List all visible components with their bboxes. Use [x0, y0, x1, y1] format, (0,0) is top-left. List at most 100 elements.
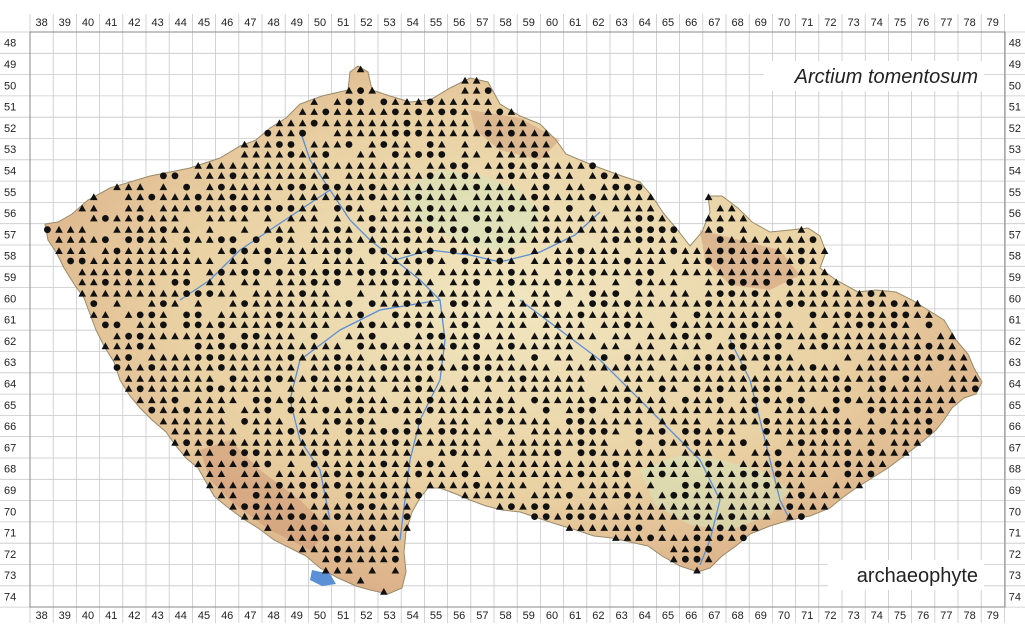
- triangle-marker: [438, 311, 446, 318]
- triangle-marker: [774, 299, 782, 307]
- circle-marker: [194, 205, 202, 212]
- triangle-marker: [356, 555, 365, 563]
- circle-marker: [438, 151, 446, 158]
- circle-marker: [693, 555, 701, 563]
- triangle-marker: [240, 150, 249, 158]
- triangle-marker: [287, 460, 295, 467]
- triangle-marker: [322, 140, 330, 148]
- circle-marker: [589, 268, 596, 276]
- triangle-marker: [461, 417, 469, 425]
- triangle-marker: [287, 438, 295, 446]
- circle-marker: [450, 162, 457, 170]
- triangle-marker: [507, 470, 516, 477]
- triangle-marker: [519, 363, 527, 371]
- triangle-marker: [275, 119, 284, 127]
- triangle-marker: [472, 427, 481, 435]
- circle-marker: [566, 513, 573, 520]
- triangle-marker: [588, 438, 597, 446]
- triangle-marker: [496, 247, 504, 254]
- triangle-marker: [612, 311, 620, 318]
- triangle-marker: [449, 289, 458, 297]
- triangle-marker: [403, 183, 411, 191]
- column-label-top: 73: [847, 17, 859, 29]
- triangle-marker: [728, 375, 736, 382]
- triangle-marker: [438, 162, 446, 169]
- triangle-marker: [507, 332, 516, 340]
- triangle-marker: [322, 225, 330, 233]
- column-label-top: 44: [175, 17, 187, 29]
- triangle-marker: [588, 311, 597, 318]
- triangle-marker: [287, 342, 295, 350]
- triangle-marker: [797, 406, 806, 414]
- triangle-marker: [391, 512, 400, 520]
- circle-marker: [368, 226, 376, 234]
- circle-marker: [125, 236, 132, 244]
- circle-marker: [334, 278, 341, 286]
- triangle-marker: [461, 235, 469, 243]
- triangle-marker: [878, 460, 887, 467]
- triangle-marker: [345, 555, 353, 563]
- triangle-marker: [55, 235, 63, 243]
- triangle-marker: [797, 268, 806, 276]
- triangle-marker: [148, 396, 156, 404]
- circle-marker: [287, 428, 295, 435]
- triangle-marker: [751, 524, 759, 531]
- circle-marker: [774, 449, 782, 457]
- triangle-marker: [542, 470, 550, 477]
- triangle-marker: [646, 448, 655, 456]
- triangle-marker: [101, 342, 110, 350]
- triangle-marker: [472, 268, 481, 276]
- triangle-marker: [635, 268, 643, 276]
- triangle-marker: [623, 417, 632, 425]
- triangle-marker: [287, 289, 295, 297]
- circle-marker: [496, 257, 504, 265]
- triangle-marker: [310, 225, 318, 233]
- triangle-marker: [298, 150, 307, 158]
- occurrence-markers: [44, 65, 980, 595]
- circle-marker: [473, 215, 480, 222]
- circle-marker: [508, 247, 515, 255]
- triangle-marker: [240, 406, 249, 414]
- triangle-marker: [542, 193, 550, 201]
- circle-marker: [299, 268, 306, 276]
- triangle-marker: [345, 332, 353, 340]
- triangle-marker: [391, 375, 400, 382]
- triangle-marker: [403, 481, 411, 489]
- circle-marker: [322, 268, 330, 276]
- triangle-marker: [275, 417, 284, 425]
- triangle-marker: [461, 289, 469, 297]
- triangle-marker: [194, 460, 202, 467]
- triangle-marker: [496, 311, 504, 318]
- circle-marker: [357, 98, 364, 106]
- triangle-marker: [936, 385, 945, 392]
- triangle-marker: [310, 385, 318, 392]
- triangle-marker: [948, 385, 956, 392]
- triangle-marker: [322, 460, 330, 467]
- triangle-marker: [762, 311, 771, 318]
- row-label-left: 62: [4, 336, 16, 348]
- triangle-marker: [878, 353, 887, 361]
- triangle-marker: [681, 534, 690, 541]
- triangle-marker: [646, 204, 655, 212]
- triangle-marker: [484, 140, 492, 148]
- triangle-marker: [461, 448, 469, 456]
- triangle-marker: [519, 406, 527, 414]
- column-label-bottom: 44: [175, 610, 187, 622]
- circle-marker: [218, 354, 225, 361]
- triangle-marker: [670, 470, 678, 477]
- circle-marker: [774, 470, 782, 478]
- circle-marker: [380, 491, 388, 499]
- triangle-marker: [693, 566, 701, 574]
- triangle-marker: [762, 299, 771, 307]
- circle-marker: [542, 183, 550, 191]
- triangle-marker: [356, 438, 365, 446]
- triangle-marker: [728, 311, 736, 318]
- circle-marker: [403, 342, 411, 350]
- triangle-marker: [438, 406, 446, 414]
- circle-marker: [125, 354, 132, 361]
- triangle-marker: [136, 363, 144, 371]
- circle-marker: [426, 396, 434, 404]
- triangle-marker: [345, 470, 353, 477]
- triangle-marker: [496, 225, 504, 233]
- circle-marker: [647, 534, 654, 542]
